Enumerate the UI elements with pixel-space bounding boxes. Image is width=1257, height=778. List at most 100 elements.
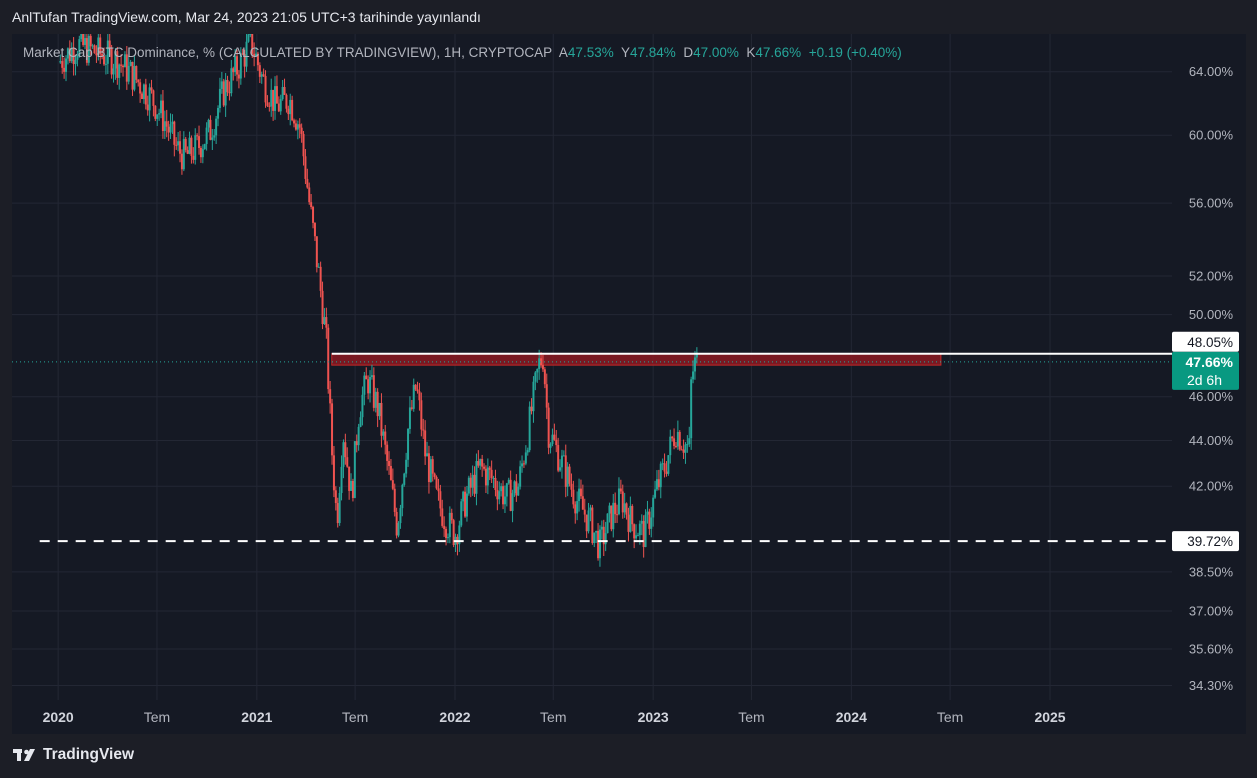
candle-body <box>650 517 653 529</box>
candle-body <box>70 48 73 62</box>
candle-body <box>427 453 430 483</box>
candle-body <box>369 376 372 394</box>
x-tick-label: Tem <box>540 709 566 725</box>
candle-body <box>597 530 600 559</box>
candle-body <box>678 431 681 450</box>
candle-body <box>593 532 596 544</box>
candle-body <box>87 35 90 63</box>
candle-body <box>207 119 210 128</box>
resistance-zone[interactable] <box>331 353 942 366</box>
candle-body <box>450 512 453 521</box>
candle-body <box>313 222 316 237</box>
candle-body <box>659 463 662 488</box>
candle-body <box>319 266 322 291</box>
candle-body <box>264 75 267 103</box>
candle-body <box>475 461 478 494</box>
candle-body <box>464 491 467 517</box>
legend-open-label: A <box>558 45 568 60</box>
y-tick-label: 38.50% <box>1189 564 1234 579</box>
x-tick-label: Tem <box>342 709 368 725</box>
resistance-price-badge[interactable]: 48.05% <box>1172 331 1239 352</box>
candle-body <box>312 207 315 223</box>
candle-body <box>541 365 544 370</box>
y-tick-label: 46.00% <box>1189 389 1234 404</box>
y-tick-label: 35.60% <box>1189 641 1234 656</box>
plot-panel[interactable] <box>12 34 1246 734</box>
candle-body <box>441 508 444 526</box>
candle-body <box>139 82 142 94</box>
candle-body <box>304 156 307 179</box>
candle-body <box>336 503 339 524</box>
current-price-badge-bg <box>1172 351 1239 390</box>
candle-body <box>684 444 687 453</box>
candle-body <box>255 53 258 57</box>
x-tick-label: Tem <box>144 709 170 725</box>
candle-body <box>68 48 71 62</box>
candle-body <box>422 429 425 431</box>
candle-body <box>135 66 138 80</box>
x-tick-label: 2025 <box>1034 709 1065 725</box>
resistance-zone-layer <box>331 353 942 366</box>
candle-body <box>177 141 180 146</box>
candle-body <box>332 455 335 491</box>
countdown-text: 2d 6h <box>1187 372 1222 388</box>
levels <box>12 352 1172 543</box>
candle-body <box>291 99 294 121</box>
candle-body <box>300 127 303 134</box>
candle-body <box>424 430 427 457</box>
price-badges: 48.05% 47.66% 2d 6h 39.72% <box>1172 331 1239 552</box>
candle-body <box>363 375 366 395</box>
candle-body <box>389 466 392 481</box>
tradingview-logo[interactable]: TradingView <box>13 746 134 764</box>
candle-body <box>598 529 601 559</box>
candle-body <box>161 100 164 131</box>
candle-body <box>515 481 518 496</box>
candle-body <box>642 520 645 547</box>
candle-body <box>76 55 79 60</box>
candle-body <box>84 38 87 45</box>
candle-body <box>355 441 358 446</box>
candle-body <box>585 514 588 532</box>
y-tick-label: 37.00% <box>1189 603 1234 618</box>
candle-body <box>249 34 252 35</box>
candle-body <box>340 466 343 494</box>
candle-body <box>370 375 373 377</box>
candle-body <box>692 371 695 380</box>
candle-body <box>657 479 660 488</box>
legend-open-value: 47.53% <box>567 45 614 60</box>
x-tick-label: Tem <box>738 709 764 725</box>
candle-body <box>251 34 254 54</box>
candle-body <box>627 514 630 532</box>
candle-body <box>215 118 218 136</box>
candle-body <box>583 509 586 515</box>
candle-body <box>551 434 554 444</box>
candle-body <box>160 100 163 114</box>
support-price-badge[interactable]: 39.72% <box>1172 531 1239 552</box>
candle-body <box>494 478 497 491</box>
candle-body <box>112 68 115 75</box>
candle-body <box>350 480 353 491</box>
candle-body <box>310 202 313 208</box>
candle-body <box>114 51 117 69</box>
legend-high-value: 47.84% <box>630 45 676 60</box>
candle-body <box>410 407 413 409</box>
candle-body <box>175 144 178 146</box>
candle-body <box>574 504 577 514</box>
candle-body <box>256 53 259 66</box>
candle-body <box>636 535 639 537</box>
candle-body <box>334 490 337 504</box>
candle-body <box>325 317 328 328</box>
candle-body <box>452 520 455 546</box>
candle-body <box>473 474 476 494</box>
candle-body <box>65 58 68 72</box>
candle-body <box>578 488 581 502</box>
candle-body <box>543 369 546 385</box>
candle-body <box>380 402 383 436</box>
candle-body <box>443 525 446 529</box>
candle-body <box>446 537 449 539</box>
candle-body <box>285 94 288 109</box>
candle-body <box>283 86 286 95</box>
current-price-badge[interactable]: 47.66% 2d 6h <box>1172 351 1239 390</box>
